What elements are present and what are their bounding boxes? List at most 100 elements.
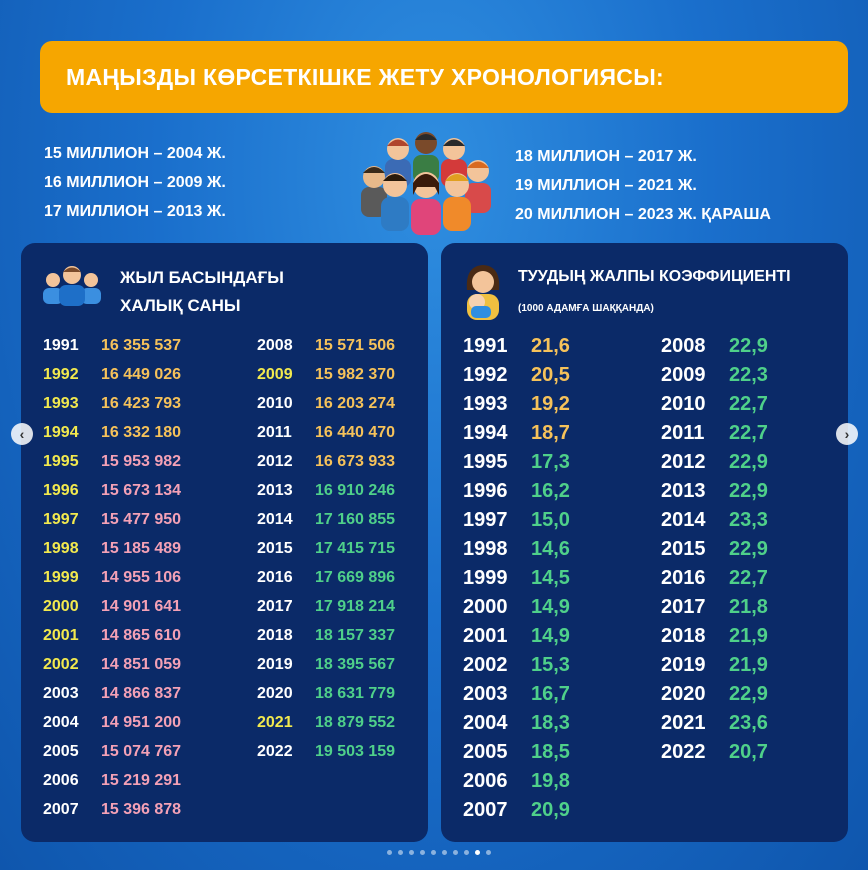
table-row: 2008 15 571 506	[257, 335, 395, 357]
table-row: 1996 15 673 134	[43, 480, 181, 502]
population-panel: ЖЫЛ БАСЫНДАҒЫ ХАЛЫҚ САНЫ 1991 16 355 537 1…	[21, 243, 428, 842]
population-value: 16 355 537	[101, 337, 182, 354]
population-value: 14 901 641	[101, 598, 182, 615]
table-row: 1997 15,0	[463, 507, 570, 533]
year-label: 2010	[661, 393, 706, 415]
population-value: 16 449 026	[101, 366, 182, 383]
birth-rate-value: 16,7	[531, 683, 570, 705]
year-label: 1997	[463, 509, 508, 531]
chevron-right-icon: ›	[844, 426, 850, 442]
year-label: 2004	[43, 714, 79, 731]
year-label: 2017	[661, 596, 706, 618]
carousel-dot[interactable]	[409, 850, 414, 855]
birth-rate-value: 22,3	[729, 364, 768, 386]
year-label: 1995	[463, 451, 508, 473]
carousel-prev-button[interactable]: ‹	[11, 423, 33, 445]
carousel-dot[interactable]	[486, 850, 491, 855]
table-row: 2004 18,3	[463, 710, 570, 736]
table-row: 2009 15 982 370	[257, 364, 395, 386]
carousel-dot[interactable]	[420, 850, 425, 855]
birth-rate-value: 22,7	[729, 567, 768, 589]
population-value: 14 951 200	[101, 714, 182, 731]
table-row: 1994 18,7	[463, 420, 570, 446]
carousel-dot[interactable]	[464, 850, 469, 855]
carousel-next-button[interactable]: ›	[836, 423, 858, 445]
year-label: 1996	[43, 482, 79, 499]
carousel-dots	[387, 850, 491, 855]
year-label: 2002	[463, 654, 508, 676]
birth-rate-value: 23,3	[729, 509, 768, 531]
carousel-dot[interactable]	[475, 850, 480, 855]
birth-rate-value: 21,8	[729, 596, 768, 618]
birth-rate-panel-subtitle: (1000 АДАМҒА ШАҚҚАНДА)	[518, 303, 654, 314]
year-label: 2009	[257, 366, 293, 383]
table-row: 2000 14 901 641	[43, 596, 181, 618]
year-label: 1999	[463, 567, 508, 589]
birth-rate-value: 21,6	[531, 335, 570, 357]
year-label: 2014	[661, 509, 706, 531]
table-row: 2006 19,8	[463, 768, 570, 794]
year-label: 2011	[257, 424, 292, 441]
table-row: 2010 16 203 274	[257, 393, 395, 415]
year-label: 2005	[463, 741, 508, 763]
birth-rate-value: 22,9	[729, 480, 768, 502]
table-row: 1991 16 355 537	[43, 335, 181, 357]
table-row: 2010 22,7	[661, 391, 768, 417]
table-row: 2021 18 879 552	[257, 712, 395, 734]
year-label: 2007	[43, 801, 79, 818]
table-row: 2002 14 851 059	[43, 654, 181, 676]
carousel-dot[interactable]	[398, 850, 403, 855]
population-value: 17 160 855	[315, 511, 396, 528]
year-label: 2022	[257, 743, 293, 760]
year-label: 2016	[257, 569, 293, 586]
year-label: 1991	[43, 337, 79, 354]
banner-title: МАҢЫЗДЫ КӨРСЕТКІШКЕ ЖЕТУ ХРОНОЛОГИЯСЫ:	[66, 63, 664, 90]
table-row: 2019 21,9	[661, 652, 768, 678]
table-row: 1998 14,6	[463, 536, 570, 562]
year-label: 2009	[661, 364, 706, 386]
birth-rate-value: 18,5	[531, 741, 570, 763]
birth-rate-value: 21,9	[729, 654, 768, 676]
mother-baby-icon	[466, 265, 500, 320]
year-label: 1994	[463, 422, 508, 444]
population-value: 16 423 793	[101, 395, 182, 412]
year-label: 2018	[661, 625, 706, 647]
table-row: 2020 22,9	[661, 681, 768, 707]
carousel-dot[interactable]	[431, 850, 436, 855]
birth-rate-value: 21,9	[729, 625, 768, 647]
year-label: 2004	[463, 712, 508, 734]
year-label: 2006	[463, 770, 508, 792]
year-label: 2002	[43, 656, 79, 673]
people-group-icon	[43, 266, 101, 306]
table-row: 2017 21,8	[661, 594, 768, 620]
year-label: 2012	[257, 453, 293, 470]
birth-rate-value: 23,6	[729, 712, 768, 734]
population-panel-title: ЖЫЛ БАСЫНДАҒЫ ХАЛЫҚ САНЫ	[120, 268, 284, 315]
population-value: 15 396 878	[101, 801, 182, 818]
population-value: 18 879 552	[315, 714, 396, 731]
year-label: 2010	[257, 395, 293, 412]
table-row: 2013 16 910 246	[257, 480, 395, 502]
carousel-dot[interactable]	[442, 850, 447, 855]
birth-rate-value: 18,3	[531, 712, 570, 734]
carousel-dot[interactable]	[453, 850, 458, 855]
table-row: 2011 16 440 470	[257, 422, 395, 444]
year-label: 1993	[43, 395, 79, 412]
table-row: 1995 15 953 982	[43, 451, 181, 473]
year-label: 2008	[257, 337, 293, 354]
table-row: 2015 17 415 715	[257, 538, 395, 560]
year-label: 1995	[43, 453, 79, 470]
table-row: 1992 16 449 026	[43, 364, 181, 386]
table-row: 2003 14 866 837	[43, 683, 181, 705]
year-label: 1994	[43, 424, 79, 441]
year-label: 2017	[257, 598, 293, 615]
year-label: 2015	[257, 540, 293, 557]
table-row: 2016 22,7	[661, 565, 768, 591]
table-row: 2003 16,7	[463, 681, 570, 707]
year-label: 2000	[463, 596, 508, 618]
birth-rate-value: 22,7	[729, 422, 768, 444]
carousel-dot[interactable]	[387, 850, 392, 855]
table-row: 2002 15,3	[463, 652, 570, 678]
table-row: 2014 23,3	[661, 507, 768, 533]
table-row: 2020 18 631 779	[257, 683, 395, 705]
